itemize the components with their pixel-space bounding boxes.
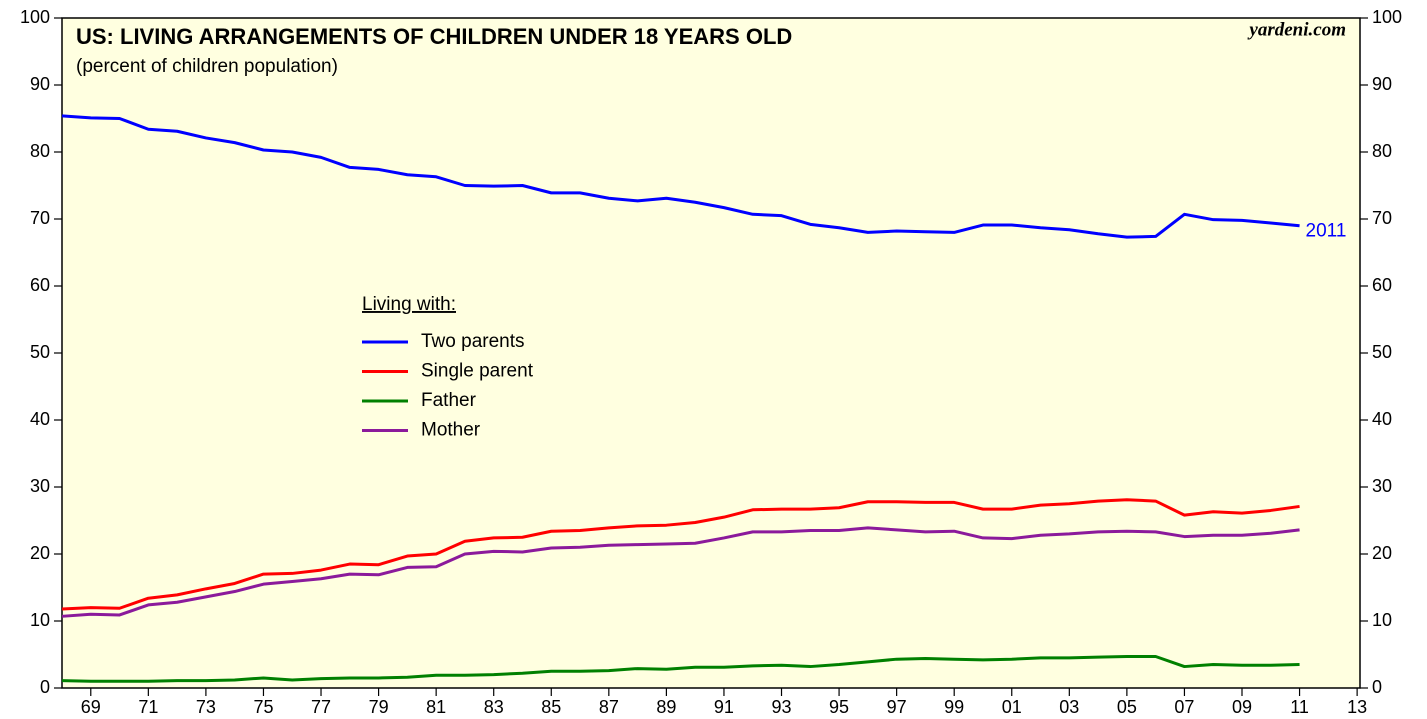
y2-tick-label: 90 <box>1372 74 1392 94</box>
x-tick-label: 81 <box>426 697 446 717</box>
x-tick-label: 11 <box>1290 697 1309 717</box>
y2-tick-label: 30 <box>1372 476 1392 496</box>
x-tick-label: 87 <box>599 697 619 717</box>
legend-title: Living with: <box>362 294 456 315</box>
y-tick-label: 90 <box>30 74 50 94</box>
chart-subtitle: (percent of children population) <box>76 56 338 77</box>
y-tick-label: 30 <box>30 476 50 496</box>
series-line <box>61 655 1300 683</box>
y-tick-label: 40 <box>30 409 50 429</box>
y2-tick-label: 50 <box>1372 342 1392 362</box>
x-tick-label: 89 <box>656 697 676 717</box>
series-line <box>61 498 1300 611</box>
x-tick-label: 71 <box>138 697 158 717</box>
y2-tick-label: 0 <box>1372 677 1382 697</box>
y-tick-label: 60 <box>30 275 50 295</box>
legend-label: Two parents <box>421 331 525 352</box>
y2-tick-label: 80 <box>1372 141 1392 161</box>
x-tick-label: 93 <box>771 697 791 717</box>
legend-label: Father <box>421 390 477 411</box>
end-label: 2011 <box>1306 221 1347 242</box>
x-tick-label: 13 <box>1347 697 1367 717</box>
y-tick-label: 20 <box>30 543 50 563</box>
y-tick-label: 80 <box>30 141 50 161</box>
y-tick-label: 0 <box>40 677 50 697</box>
x-tick-label: 75 <box>253 697 273 717</box>
x-tick-label: 73 <box>196 697 216 717</box>
x-tick-label: 77 <box>311 697 331 717</box>
x-tick-label: 69 <box>81 697 101 717</box>
x-tick-label: 05 <box>1117 697 1137 717</box>
legend-label: Mother <box>421 420 481 441</box>
x-tick-label: 99 <box>944 697 964 717</box>
series-line <box>61 526 1300 618</box>
y2-tick-label: 20 <box>1372 543 1392 563</box>
y2-tick-label: 10 <box>1372 610 1392 630</box>
x-tick-label: 97 <box>887 697 907 717</box>
x-tick-label: 01 <box>1002 697 1022 717</box>
x-tick-label: 07 <box>1174 697 1194 717</box>
plot-area <box>61 17 1361 689</box>
legend-label: Single parent <box>421 361 534 382</box>
y2-tick-label: 70 <box>1372 208 1392 228</box>
x-tick-label: 91 <box>714 697 734 717</box>
chart-title: US: LIVING ARRANGEMENTS OF CHILDREN UNDE… <box>76 24 792 49</box>
y-tick-label: 50 <box>30 342 50 362</box>
source: yardeni.com <box>1247 19 1346 40</box>
series-line <box>61 114 1300 239</box>
y-tick-label: 70 <box>30 208 50 228</box>
y-tick-label: 10 <box>30 610 50 630</box>
y2-tick-label: 100 <box>1372 7 1402 27</box>
x-tick-label: 83 <box>484 697 504 717</box>
y2-tick-label: 40 <box>1372 409 1392 429</box>
x-tick-label: 85 <box>541 697 561 717</box>
x-tick-label: 09 <box>1232 697 1252 717</box>
y2-tick-label: 60 <box>1372 275 1392 295</box>
x-tick-label: 79 <box>369 697 389 717</box>
x-tick-label: 03 <box>1059 697 1079 717</box>
x-tick-label: 95 <box>829 697 849 717</box>
y-tick-label: 100 <box>20 7 50 27</box>
